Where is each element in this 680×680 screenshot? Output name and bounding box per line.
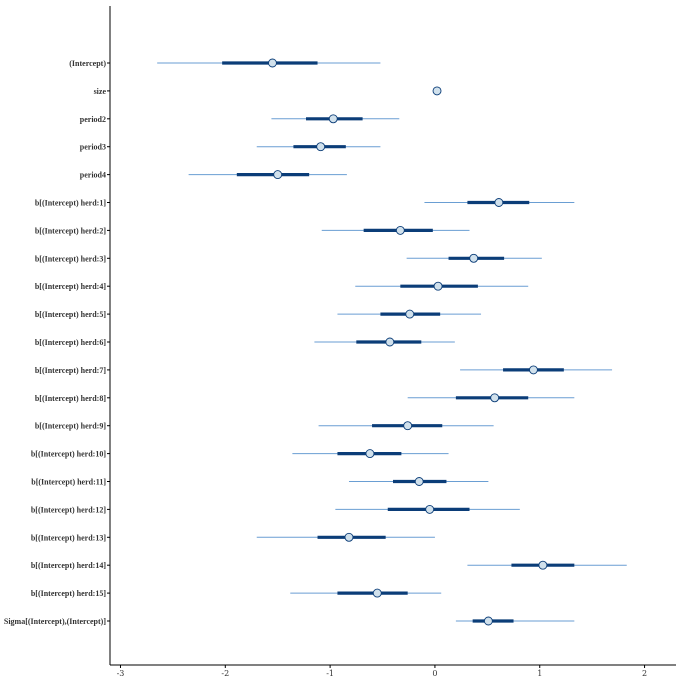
y-tick-label: period3 xyxy=(80,143,106,152)
parameter-interval xyxy=(355,281,529,291)
parameter-interval xyxy=(256,142,381,152)
parameter-interval xyxy=(290,588,442,598)
y-tick-label: b[(Intercept) herd:6] xyxy=(35,338,107,347)
y-tick-label: b[(Intercept) herd:4] xyxy=(35,282,107,291)
y-tick-label: size xyxy=(94,87,107,96)
point-estimate xyxy=(268,58,277,68)
y-tick-label: b[(Intercept) herd:13] xyxy=(31,533,107,542)
point-estimate xyxy=(490,393,500,403)
y-tick-label: b[(Intercept) herd:10] xyxy=(31,450,107,459)
point-estimate xyxy=(365,449,375,459)
y-tick-label: (Intercept) xyxy=(69,59,106,68)
parameter-interval xyxy=(271,114,400,124)
y-tick-label: b[(Intercept) herd:1] xyxy=(35,199,107,208)
y-tick-label: b[(Intercept) herd:12] xyxy=(31,505,107,514)
point-estimate xyxy=(529,365,538,375)
x-axis: -3 -2 -1 0 1 2 xyxy=(110,664,676,678)
y-tick-label: b[(Intercept) herd:11] xyxy=(31,478,106,487)
y-axis: (Intercept) size period2 period3 period4 b[(I… xyxy=(4,6,111,665)
point-estimate xyxy=(469,253,479,263)
parameter-interval xyxy=(407,393,575,403)
y-tick-label: Sigma[(Intercept),(Intercept)] xyxy=(4,617,106,626)
x-tick-label: 1 xyxy=(537,669,542,678)
parameter-interval xyxy=(455,616,575,626)
point-estimate xyxy=(395,225,405,235)
y-tick-label: b[(Intercept) herd:3] xyxy=(35,254,107,263)
point-estimate xyxy=(273,170,283,180)
parameter-interval xyxy=(406,253,542,263)
parameter-interval xyxy=(348,477,489,486)
parameter-interval xyxy=(337,309,482,319)
point-estimate xyxy=(328,114,338,124)
y-tick-label: b[(Intercept) herd:14] xyxy=(31,561,107,570)
y-tick-label: b[(Intercept) herd:8] xyxy=(35,394,107,403)
interval-series xyxy=(157,58,627,626)
y-tick-label: b[(Intercept) herd:2] xyxy=(35,226,107,235)
point-estimate xyxy=(432,86,442,96)
x-tick-label: -3 xyxy=(117,669,125,678)
parameter-interval xyxy=(460,365,613,375)
y-tick-label: b[(Intercept) herd:7] xyxy=(35,366,107,375)
point-estimate xyxy=(405,309,415,319)
parameter-interval xyxy=(157,58,381,68)
point-estimate xyxy=(425,504,435,514)
parameter-interval xyxy=(188,170,347,180)
parameter-interval xyxy=(321,225,470,235)
point-estimate xyxy=(538,560,548,570)
point-estimate xyxy=(344,532,354,542)
x-tick-label: -1 xyxy=(326,669,334,678)
point-estimate xyxy=(433,281,443,291)
parameter-interval xyxy=(318,421,494,431)
y-tick-label: period2 xyxy=(80,115,106,124)
parameter-interval xyxy=(314,337,455,347)
point-estimate xyxy=(483,616,493,626)
point-estimate xyxy=(494,198,504,207)
x-tick-label: 2 xyxy=(642,669,647,678)
parameter-interval xyxy=(432,86,442,96)
x-tick-label: 0 xyxy=(432,669,437,678)
point-estimate xyxy=(372,588,382,598)
parameter-interval xyxy=(335,504,520,514)
y-tick-label: period4 xyxy=(80,171,106,180)
y-tick-label: b[(Intercept) herd:9] xyxy=(35,422,107,431)
y-tick-label: b[(Intercept) herd:5] xyxy=(35,310,107,319)
point-estimate xyxy=(414,477,424,486)
y-tick-label: b[(Intercept) herd:15] xyxy=(31,589,107,598)
parameter-interval xyxy=(424,198,575,207)
point-estimate xyxy=(403,421,413,431)
point-estimate xyxy=(316,142,326,152)
parameter-interval xyxy=(256,532,435,542)
parameter-interval xyxy=(292,449,449,459)
parameter-interval xyxy=(467,560,627,570)
point-estimate xyxy=(385,337,395,347)
x-tick-label: -2 xyxy=(221,669,229,678)
